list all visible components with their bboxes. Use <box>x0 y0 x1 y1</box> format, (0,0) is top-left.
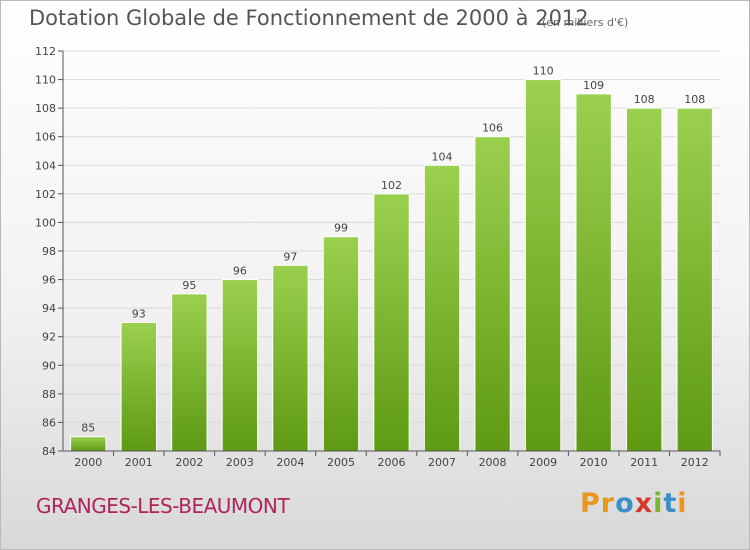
bar <box>171 293 208 452</box>
bar-value-label: 99 <box>334 222 348 235</box>
bar-value-label: 85 <box>81 422 95 435</box>
bar-value-label: 108 <box>634 93 655 106</box>
y-tick-label: 96 <box>42 274 56 287</box>
x-tick-label: 2008 <box>479 456 507 469</box>
bar <box>70 436 107 452</box>
y-tick-label: 90 <box>42 359 56 372</box>
x-tick-label: 2010 <box>580 456 608 469</box>
bar-value-label: 102 <box>381 179 402 192</box>
bar-value-label: 104 <box>432 150 453 163</box>
y-tick-label: 110 <box>35 74 56 87</box>
y-tick-label: 84 <box>42 445 56 458</box>
y-tick-label: 112 <box>35 45 56 58</box>
bar <box>676 107 713 452</box>
logo-letter: P <box>580 488 601 519</box>
bar-value-label: 97 <box>283 250 297 263</box>
bar-value-label: 110 <box>533 65 554 78</box>
bar-value-label: 93 <box>132 307 146 320</box>
bar-value-label: 106 <box>482 122 503 135</box>
bar-value-label: 109 <box>583 79 604 92</box>
logo-letter: t <box>663 488 678 519</box>
y-tick-label: 88 <box>42 388 56 401</box>
bar <box>423 164 461 452</box>
bar <box>373 193 410 452</box>
y-tick-label: 104 <box>35 159 56 172</box>
bar-value-label: 95 <box>182 279 196 292</box>
bar <box>221 279 259 452</box>
x-tick-label: 2002 <box>175 456 203 469</box>
x-tick-label: 2003 <box>226 456 254 469</box>
x-tick-label: 2004 <box>276 456 304 469</box>
logo-letter: r <box>600 488 616 519</box>
x-tick-label: 2001 <box>125 456 153 469</box>
bar <box>474 136 511 452</box>
x-tick-label: 2006 <box>378 456 406 469</box>
bar <box>575 93 612 452</box>
y-tick-label: 102 <box>35 188 56 201</box>
bars: 85 93 95 96 97 99 102 104 106 110 109 108 108 <box>70 65 713 452</box>
y-tick-label: 106 <box>35 131 56 144</box>
x-tick-label: 2012 <box>681 456 709 469</box>
logo-letter: x <box>634 488 654 519</box>
bar <box>322 236 360 452</box>
y-tick-label: 94 <box>42 302 56 315</box>
x-tick-label: 2011 <box>630 456 658 469</box>
y-tick-label: 100 <box>35 216 56 229</box>
y-tick-label: 98 <box>42 245 56 258</box>
x-tick-label: 2009 <box>529 456 557 469</box>
bar <box>120 321 157 452</box>
bar-value-label: 96 <box>233 265 247 278</box>
bar <box>272 264 309 452</box>
proxiti-logo: Proxiti <box>580 488 688 519</box>
y-tick-label: 108 <box>35 102 56 115</box>
x-tick-label: 2007 <box>428 456 456 469</box>
logo-letter: o <box>615 488 635 519</box>
bar <box>524 79 562 452</box>
y-tick-label: 86 <box>42 416 56 429</box>
chart-unit: (en milliers d'€) <box>542 16 629 29</box>
logo-letter: i <box>677 488 688 519</box>
x-tick-label: 2000 <box>74 456 102 469</box>
bar-value-label: 108 <box>684 93 705 106</box>
bar <box>626 107 663 452</box>
x-tick-label: 2005 <box>327 456 355 469</box>
logo-letter: i <box>653 488 664 519</box>
commune-name: GRANGES-LES-BEAUMONT <box>36 494 290 518</box>
chart-title: Dotation Globale de Fonctionnement de 20… <box>29 6 589 30</box>
y-tick-label: 92 <box>42 331 56 344</box>
axes: 84 86 88 90 92 94 96 98 100 102 104 106 108 110 112 200… <box>35 45 721 469</box>
